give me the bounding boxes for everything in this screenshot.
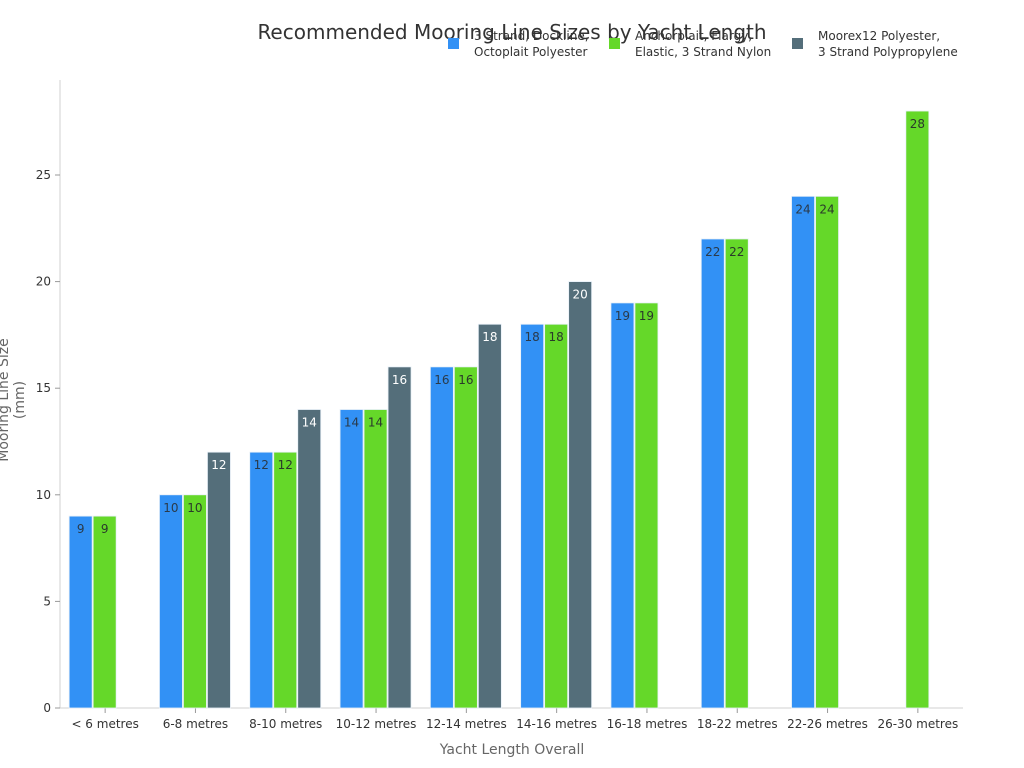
- bar[interactable]: [273, 451, 298, 709]
- bar[interactable]: [429, 366, 454, 709]
- bar[interactable]: [568, 281, 593, 709]
- bar[interactable]: [544, 323, 569, 709]
- legend-label: Moorex12 Polyester, 3 Strand Polypropyle…: [818, 29, 958, 59]
- bar-value-label: 14: [368, 416, 383, 430]
- bar-value-label: 9: [77, 522, 85, 536]
- bar-value-label: 14: [344, 416, 359, 430]
- bar[interactable]: [297, 409, 322, 709]
- bar-value-label: 12: [254, 458, 269, 472]
- x-axis-label: Yacht Length Overall: [439, 742, 585, 758]
- bar[interactable]: [363, 409, 388, 709]
- bar[interactable]: [453, 366, 478, 709]
- bar-value-label: 24: [819, 202, 834, 216]
- bar[interactable]: [68, 515, 93, 709]
- y-tick-label: 10: [36, 488, 51, 502]
- x-tick-label: 16-18 metres: [607, 717, 688, 731]
- y-axis-label: Mooring Line Size (mm): [0, 338, 28, 462]
- legend-item[interactable]: 3 Strand, Dockline, Octoplait Polyester: [448, 28, 589, 60]
- bar[interactable]: [207, 451, 231, 709]
- bar-value-label: 18: [482, 330, 497, 344]
- bar[interactable]: [724, 238, 749, 709]
- legend-swatch-icon: [448, 38, 459, 49]
- bar-value-label: 18: [549, 330, 564, 344]
- bar-value-label: 22: [705, 245, 720, 259]
- bar[interactable]: [183, 494, 207, 709]
- legend-swatch-icon: [609, 38, 620, 49]
- legend-label: 3 Strand, Dockline, Octoplait Polyester: [474, 29, 589, 59]
- bar[interactable]: [249, 451, 274, 709]
- legend-swatch-icon: [792, 38, 803, 49]
- bar-value-label: 28: [910, 117, 925, 131]
- y-tick-label: 0: [43, 701, 51, 715]
- x-tick-label: 12-14 metres: [426, 717, 507, 731]
- bar-value-label: 9: [101, 522, 109, 536]
- legend-item[interactable]: Moorex12 Polyester, 3 Strand Polypropyle…: [792, 28, 958, 60]
- bar-value-label: 12: [278, 458, 293, 472]
- y-tick-label: 5: [43, 594, 51, 608]
- bar-value-label: 16: [458, 373, 473, 387]
- bar-value-label: 12: [211, 458, 226, 472]
- bar[interactable]: [610, 302, 635, 709]
- bar[interactable]: [477, 323, 502, 709]
- bar[interactable]: [159, 494, 183, 709]
- legend: 3 Strand, Dockline, Octoplait Polyester A…: [0, 28, 1024, 68]
- bar-value-label: 19: [639, 309, 654, 323]
- y-tick-label: 20: [36, 275, 51, 289]
- bar-value-label: 16: [392, 373, 407, 387]
- x-tick-label: 14-16 metres: [516, 717, 597, 731]
- y-tick-label: 15: [36, 381, 51, 395]
- bar-value-label: 24: [795, 202, 810, 216]
- bar[interactable]: [815, 195, 839, 709]
- bar[interactable]: [520, 323, 545, 709]
- bar-value-label: 10: [187, 501, 202, 515]
- x-tick-label: < 6 metres: [71, 717, 138, 731]
- bar-value-label: 14: [302, 416, 317, 430]
- x-tick-label: 8-10 metres: [249, 717, 322, 731]
- legend-label: Anchorplait, Flargy, Elastic, 3 Strand N…: [635, 29, 772, 59]
- bar-value-label: 18: [525, 330, 540, 344]
- bar[interactable]: [905, 110, 930, 709]
- x-tick-label: 26-30 metres: [877, 717, 958, 731]
- x-tick-label: 18-22 metres: [697, 717, 778, 731]
- bar-value-label: 16: [434, 373, 449, 387]
- bar-value-label: 20: [573, 288, 588, 302]
- bar-value-label: 22: [729, 245, 744, 259]
- bar-value-label: 19: [615, 309, 630, 323]
- bar[interactable]: [92, 515, 117, 709]
- x-tick-label: 22-26 metres: [787, 717, 868, 731]
- bar[interactable]: [700, 238, 725, 709]
- y-tick-label: 25: [36, 168, 51, 182]
- x-tick-label: 10-12 metres: [336, 717, 417, 731]
- legend-item[interactable]: Anchorplait, Flargy, Elastic, 3 Strand N…: [609, 28, 771, 60]
- bar[interactable]: [634, 302, 659, 709]
- bar[interactable]: [339, 409, 364, 709]
- bar[interactable]: [387, 366, 412, 709]
- x-tick-label: 6-8 metres: [163, 717, 229, 731]
- bar-value-label: 10: [163, 501, 178, 515]
- bar[interactable]: [791, 195, 815, 709]
